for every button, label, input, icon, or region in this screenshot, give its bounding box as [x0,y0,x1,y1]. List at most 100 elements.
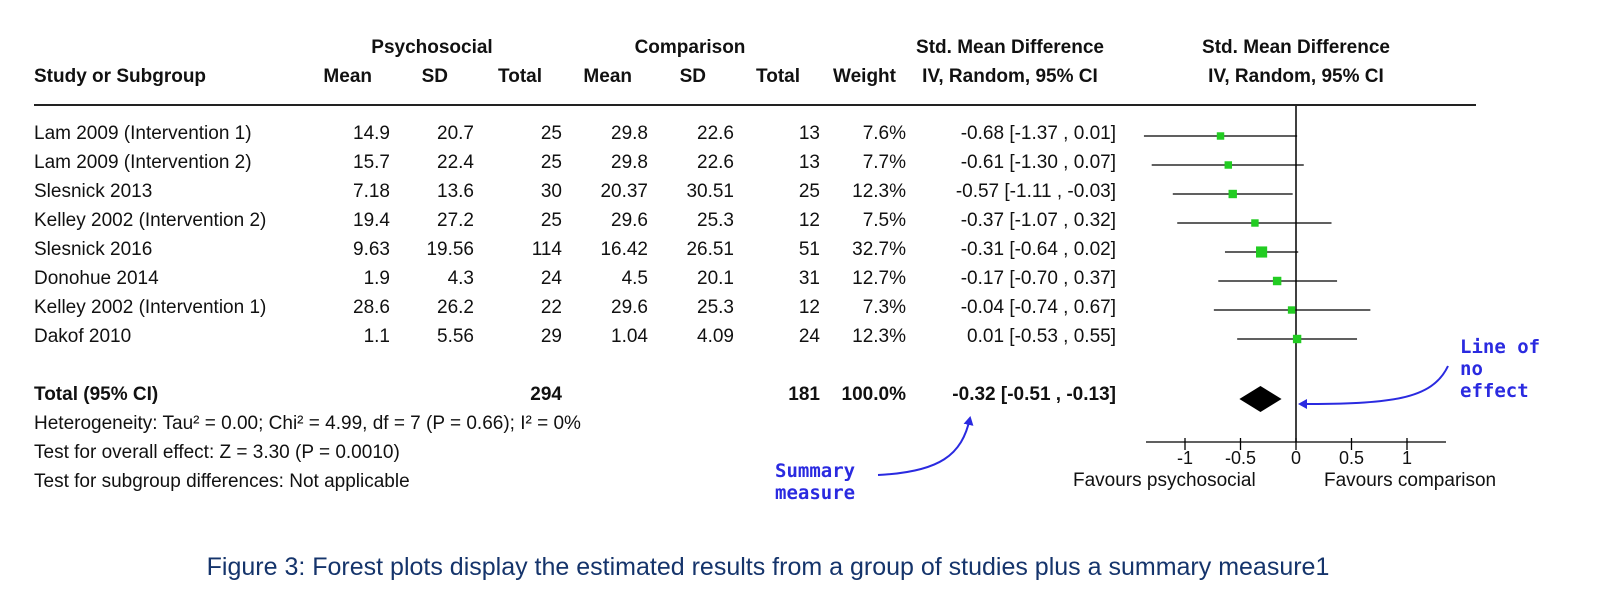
ci-text: -0.04 [-0.74 , 0.67] [960,297,1116,318]
weight: 7.7% [862,152,906,173]
study-marker [1292,334,1302,344]
weight: 7.3% [862,297,906,318]
summary-measure-annotation: Summary measure [775,460,856,504]
col-effect: IV, Random, 95% CI [922,66,1098,87]
sd-e: 4.3 [447,268,474,289]
weight: 12.3% [852,181,906,202]
header-rule [34,104,1476,106]
mean-e: 1.1 [363,326,390,347]
mean-c: 20.37 [600,181,648,202]
sd-c: 20.1 [697,268,734,289]
study-marker [1287,306,1296,314]
weight: 12.3% [852,326,906,347]
study-marker [1228,189,1237,199]
study-name: Lam 2009 (Intervention 1) [34,123,252,144]
total-c: 13 [798,123,820,144]
total-ci-text: -0.32 [-0.51 , -0.13] [952,384,1116,405]
study-name: Slesnick 2016 [34,239,153,260]
sd-c: 25.3 [697,210,734,231]
header-smd-column: Std. Mean Difference [916,37,1104,58]
sd-e: 20.7 [437,123,474,144]
total-e: 25 [540,123,562,144]
col-study: Study or Subgroup [34,66,207,87]
col-total-e: Total [498,66,542,87]
study-name: Kelley 2002 (Intervention 2) [34,210,267,231]
weight: 7.6% [862,123,906,144]
total-e: 30 [540,181,562,202]
sd-c: 22.6 [697,123,734,144]
total-c: 51 [798,239,820,260]
col-weight: Weight [833,66,896,87]
favours-psychosocial: Favours psychosocial [1073,470,1256,491]
mean-c: 29.6 [611,210,648,231]
study-name: Lam 2009 (Intervention 2) [34,152,252,173]
sd-e: 19.56 [426,239,474,260]
col-plot: IV, Random, 95% CI [1208,66,1384,87]
ci-text: -0.61 [-1.30 , 0.07] [960,152,1116,173]
study-marker [1256,246,1268,258]
subgroup-text: Test for subgroup differences: Not appli… [34,471,410,492]
weight: 32.7% [852,239,906,260]
study-name: Dakof 2010 [34,326,132,347]
heterogeneity-text: Heterogeneity: Tau² = 0.00; Chi² = 4.99,… [34,413,581,434]
total-e: 25 [540,210,562,231]
line-of-no-effect-annotation: Line of no effect [1460,336,1541,402]
mean-e: 1.9 [363,268,390,289]
col-mean-e: Mean [323,66,372,87]
sd-e: 5.56 [437,326,474,347]
study-name: Slesnick 2013 [34,181,153,202]
no-effect-arrow [1298,365,1449,409]
summary-arrow [877,416,974,476]
mean-c: 29.8 [611,152,648,173]
ci-text: -0.37 [-1.07 , 0.32] [960,210,1116,231]
x-tick-label: 1 [1402,448,1412,468]
header-comparison: Comparison [634,37,746,58]
total-weight: 100.0% [841,384,906,405]
mean-e: 14.9 [353,123,390,144]
total-c: 12 [798,297,820,318]
study-name: Donohue 2014 [34,268,159,289]
total-e: 25 [540,152,562,173]
col-total-c: Total [756,66,800,87]
total-e: 294 [530,384,562,405]
total-e: 22 [540,297,562,318]
mean-e: 28.6 [353,297,390,318]
total-c: 25 [798,181,820,202]
sd-c: 26.51 [686,239,734,260]
header-smd-plot: Std. Mean Difference [1202,37,1390,58]
ci-text: -0.17 [-0.70 , 0.37] [960,268,1116,289]
mean-c: 16.42 [600,239,648,260]
total-e: 29 [540,326,562,347]
col-mean-c: Mean [583,66,632,87]
total-e: 114 [531,239,562,260]
sd-c: 25.3 [697,297,734,318]
ci-text: 0.01 [-0.53 , 0.55] [967,326,1116,347]
mean-e: 9.63 [353,239,390,260]
x-tick-label: 0 [1291,448,1301,468]
x-tick-label: 0.5 [1339,448,1364,468]
total-c: 31 [798,268,820,289]
sd-c: 30.51 [686,181,734,202]
total-c: 13 [798,152,820,173]
mean-c: 4.5 [621,268,648,289]
sd-c: 4.09 [697,326,734,347]
sd-e: 13.6 [437,181,474,202]
sd-e: 22.4 [437,152,474,173]
x-tick-label: -1 [1177,448,1193,468]
overall-effect-text: Test for overall effect: Z = 3.30 (P = 0… [34,442,400,463]
study-marker [1224,161,1233,169]
col-sd-e: SD [421,66,448,87]
sd-e: 27.2 [437,210,474,231]
mean-e: 19.4 [353,210,390,231]
figure-caption: Figure 3: Forest plots display the estim… [206,553,1330,581]
study-marker [1251,219,1259,227]
sd-c: 22.6 [697,152,734,173]
col-sd-c: SD [679,66,706,87]
total-e: 24 [540,268,562,289]
study-name: Kelley 2002 (Intervention 1) [34,297,267,318]
mean-c: 1.04 [611,326,648,347]
weight: 12.7% [852,268,906,289]
mean-c: 29.8 [611,123,648,144]
mean-e: 15.7 [353,152,390,173]
